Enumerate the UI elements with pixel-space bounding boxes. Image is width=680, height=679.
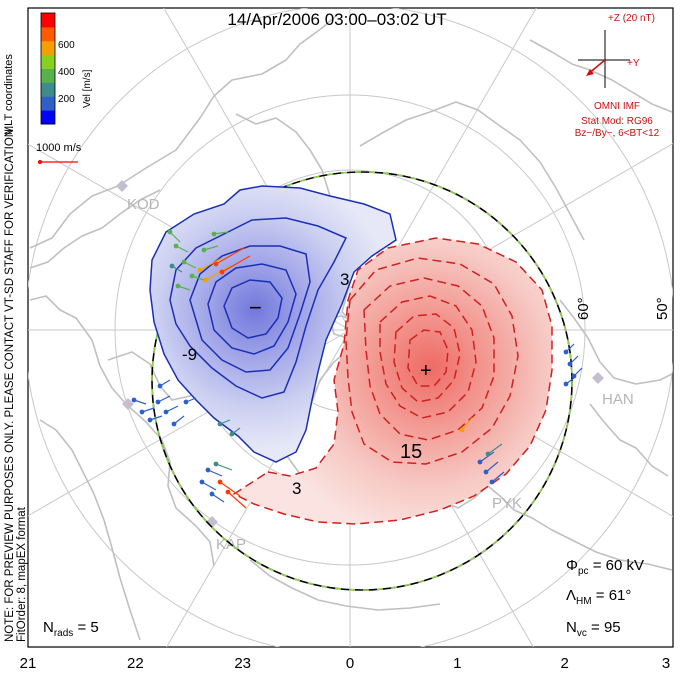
colorbar-segment: [41, 40, 55, 56]
colorbar-segment: [41, 13, 55, 28]
fit-order-note: FitOrder: 8, mapEX format: [16, 506, 28, 642]
station-kod: KOD: [127, 196, 160, 213]
colorbar-tick-200: 200: [58, 94, 75, 105]
colorbar-segment: [41, 54, 55, 69]
colorbar-tick-400: 400: [58, 67, 75, 78]
positive-potential-cell: [232, 237, 553, 525]
colorbar-frame: [40, 12, 56, 125]
reference-vector-label: 1000 m/s: [36, 142, 82, 154]
mlt-axis-label: 3: [662, 655, 670, 672]
latitude-label-50: 50°: [654, 297, 671, 320]
latitude-label-60: 60°: [575, 297, 592, 320]
station-han: HAN: [602, 391, 634, 408]
imf-stat-model: Stat Mod: RG96: [581, 116, 653, 127]
mlt-axis: 21 22 23 0 1 2 3: [20, 655, 671, 672]
colorbar-segment: [41, 68, 55, 83]
heppner-maynard-boundary: [151, 171, 573, 591]
imf-source: OMNI IMF: [594, 101, 640, 112]
reference-vector: [38, 160, 78, 164]
contour-label-positive-15: 15: [400, 441, 422, 463]
potential-maximum-marker: +: [420, 360, 432, 382]
imf-z-label: +Z (20 nT): [608, 13, 655, 24]
map-title: 14/Apr/2006 03:00–03:02 UT: [227, 10, 446, 29]
colorbar-segment: [41, 110, 55, 125]
colorbar-segment: [41, 26, 55, 42]
imf-y-label: +Y: [627, 58, 640, 69]
negative-potential-cell: [149, 185, 397, 463]
potential-minimum-marker: −: [249, 295, 262, 320]
preview-note: NOTE: FOR PREVIEW PURPOSES ONLY. PLEASE …: [4, 126, 16, 642]
contour-label-positive-3-upper: 3: [340, 270, 349, 289]
contour-label-positive-3-lower: 3: [292, 479, 301, 498]
stat-phi-pc: Φpc = 60 kV: [566, 557, 644, 577]
mlt-axis-label: 23: [234, 655, 251, 672]
mlt-axis-label: 0: [346, 655, 354, 672]
mlt-axis-label: 1: [453, 655, 461, 672]
colorbar-title: Vel [m/s]: [82, 69, 93, 108]
mlt-axis-label: 2: [560, 655, 568, 672]
mlt-coordinates-label: MLT coordinates: [3, 54, 15, 135]
imf-condition: Bz−/By−, 6<BT<12: [575, 128, 660, 139]
stat-n-rads: Nrads = 5: [43, 619, 99, 639]
colorbar-tick-600: 600: [58, 40, 75, 51]
colorbar-segment: [41, 82, 55, 97]
stat-n-vc: Nvc = 95: [566, 619, 621, 639]
mlt-axis-label: 21: [20, 655, 37, 672]
mlt-axis-label: 22: [127, 655, 144, 672]
contour-label-negative-9: -9: [182, 345, 197, 364]
station-pyk: PYK: [492, 495, 522, 512]
stat-lambda-hm: ΛHM = 61°: [566, 587, 631, 607]
velocity-colorbar: [40, 12, 56, 125]
imf-clock: [578, 30, 630, 88]
colorbar-segment: [41, 96, 55, 111]
velocity-vectors: [131, 229, 583, 509]
